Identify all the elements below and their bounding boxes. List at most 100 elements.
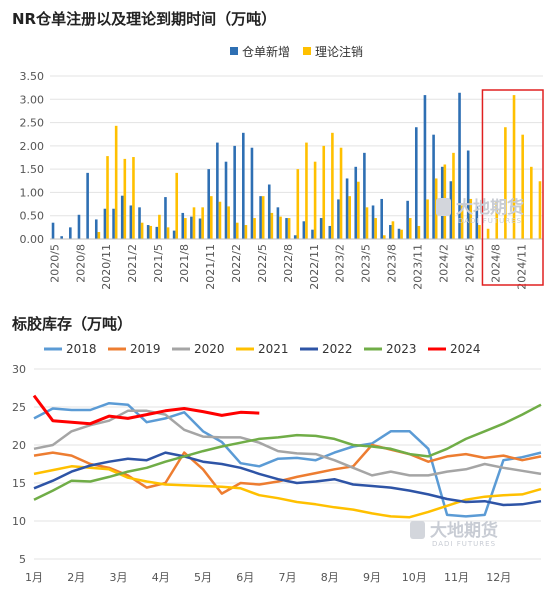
bar-new-registration [380, 198, 383, 239]
bar-new-registration [363, 152, 366, 239]
bar-new-registration [146, 225, 150, 239]
bar-theoretical-cancel [201, 207, 204, 239]
bar-theoretical-cancel [149, 225, 153, 239]
bar-theoretical-cancel [486, 228, 490, 239]
y-tick-label: 10 [12, 515, 26, 528]
x-tick-label: 12月 [486, 571, 511, 584]
bar-new-registration [207, 169, 211, 239]
y-tick-label: 20 [12, 439, 26, 452]
bar-theoretical-cancel [339, 147, 343, 239]
bar-new-registration [337, 199, 340, 239]
bar-theoretical-cancel [184, 218, 187, 239]
bar-theoretical-cancel [530, 166, 533, 239]
legend-label-new: 仓单新增 [242, 44, 290, 59]
bar-theoretical-cancel [114, 125, 118, 239]
series-line-2022 [33, 451, 542, 507]
y-tick-label: 5 [19, 553, 26, 566]
bar-new-registration [129, 205, 133, 239]
bar-theoretical-cancel [270, 212, 274, 239]
x-tick-label: 2022/5 [256, 244, 269, 283]
bar-theoretical-cancel [140, 222, 144, 239]
y-tick-label: 15 [12, 477, 26, 490]
bar-theoretical-cancel [460, 205, 464, 239]
x-tick-label: 2021/2 [126, 244, 139, 283]
x-tick-label: 5月 [194, 571, 212, 584]
bar-theoretical-cancel [218, 201, 222, 239]
bar-theoretical-cancel [521, 134, 524, 239]
bar-new-registration [51, 222, 55, 239]
series-line-2020 [33, 409, 542, 477]
y-tick-label: 1.50 [20, 163, 45, 176]
x-tick-label: 11月 [444, 571, 469, 584]
series-line-2023 [33, 403, 542, 501]
legend-swatch-new [230, 47, 238, 55]
bar-new-registration [190, 216, 193, 239]
legend-label-2021: 2021 [258, 342, 289, 356]
x-tick-label: 2023/2 [334, 244, 347, 283]
y-tick-label: 25 [12, 401, 26, 414]
bar-new-registration [69, 227, 72, 239]
bar-new-registration [293, 235, 297, 239]
bar-new-registration [77, 214, 81, 239]
x-tick-label: 1月 [25, 571, 43, 584]
y-tick-label: 1.00 [20, 186, 45, 199]
bar-new-registration [328, 225, 332, 239]
y-tick-label: 3.00 [20, 93, 45, 106]
bar-new-registration [319, 218, 323, 239]
bar-new-registration [242, 132, 245, 239]
legend-label-2024: 2024 [450, 342, 481, 356]
x-tick-label: 10月 [402, 571, 427, 584]
series-line-2018 [33, 401, 542, 518]
bar-theoretical-cancel [166, 227, 170, 239]
bar-theoretical-cancel [348, 196, 351, 239]
bar-theoretical-cancel [322, 145, 326, 239]
series-line-2021 [33, 465, 542, 519]
bar-theoretical-cancel [279, 216, 282, 239]
x-tick-label: 7月 [279, 571, 297, 584]
bar-theoretical-cancel [227, 206, 230, 239]
bar-theoretical-cancel [391, 221, 395, 239]
bar-new-registration [60, 236, 63, 239]
bar-new-registration [354, 166, 358, 239]
y-tick-label: 30 [12, 363, 26, 376]
y-tick-label: 0.00 [20, 233, 45, 246]
bar-new-registration [103, 208, 107, 239]
bar-theoretical-cancel [452, 152, 455, 239]
bar-new-registration [345, 178, 349, 239]
bar-theoretical-cancel [244, 225, 248, 239]
bar-new-registration [94, 219, 98, 239]
bar-theoretical-cancel [426, 199, 429, 239]
bar-new-registration [397, 228, 401, 239]
bar-new-registration [181, 212, 185, 239]
x-tick-label: 2021/8 [178, 244, 191, 283]
watermark-text: 大地期货 [456, 197, 524, 218]
bar-theoretical-cancel [469, 198, 473, 239]
bar-new-registration [86, 172, 89, 239]
bar-new-registration [250, 147, 254, 239]
bar-new-registration [172, 230, 176, 239]
legend-swatch-cancel [303, 47, 311, 55]
x-tick-label: 2022/8 [282, 244, 295, 283]
x-tick-label: 2020/8 [74, 244, 87, 283]
watermark-text: 大地期货 [430, 520, 498, 541]
bar-theoretical-cancel [106, 156, 109, 239]
x-tick-label: 2023/11 [412, 244, 425, 290]
bar-theoretical-cancel [175, 172, 179, 239]
legend-label-2019: 2019 [130, 342, 161, 356]
x-tick-label: 8月 [321, 571, 339, 584]
bar-theoretical-cancel [374, 218, 377, 239]
legend-label-2023: 2023 [386, 342, 417, 356]
bar-theoretical-cancel [192, 207, 196, 239]
y-tick-label: 2.00 [20, 140, 45, 153]
watermark-subtext: DADI FUTURES [432, 540, 496, 548]
watermark-logo-icon [410, 521, 425, 539]
bar-new-registration [164, 197, 167, 239]
bar-theoretical-cancel [287, 218, 291, 239]
bar-new-registration [466, 150, 470, 239]
bar-theoretical-cancel [357, 181, 360, 239]
bar-theoretical-cancel [382, 235, 386, 239]
x-tick-label: 9月 [363, 571, 381, 584]
bar-theoretical-cancel [132, 157, 135, 239]
y-tick-label: 3.50 [20, 70, 45, 83]
